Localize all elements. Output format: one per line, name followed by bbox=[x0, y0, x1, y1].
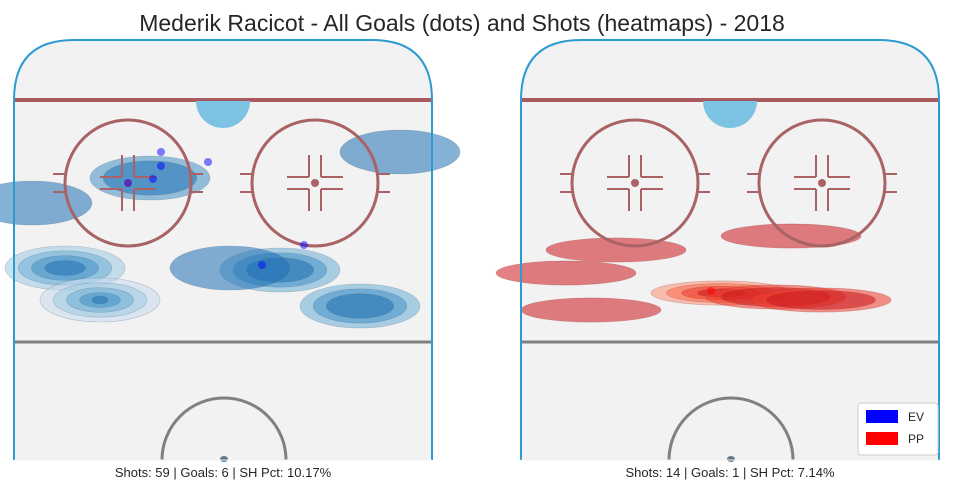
heatmap-contour bbox=[766, 290, 876, 310]
legend-label-ev: EV bbox=[908, 410, 924, 424]
goal-dot bbox=[124, 179, 132, 187]
caption-pp: Shots: 14 | Goals: 1 | SH Pct: 7.14% bbox=[625, 465, 835, 480]
goal-dot bbox=[157, 162, 165, 170]
center-dot bbox=[220, 456, 228, 462]
heatmap-contour bbox=[326, 293, 394, 319]
heatmap-contour bbox=[0, 180, 93, 226]
goal-dot bbox=[300, 241, 308, 249]
rink-boards bbox=[13, 39, 433, 460]
legend: EV PP bbox=[857, 402, 939, 456]
heatmap-contour bbox=[520, 297, 662, 323]
goal-dot bbox=[204, 158, 212, 166]
chart-title: Mederik Racicot - All Goals (dots) and S… bbox=[139, 10, 785, 36]
ice-surface bbox=[521, 40, 939, 460]
heatmap-contour bbox=[91, 295, 109, 305]
rink-pp bbox=[495, 39, 940, 462]
faceoff-circle-left bbox=[53, 118, 203, 248]
goal-dot bbox=[258, 261, 266, 269]
faceoff-circle-left-ring bbox=[570, 118, 700, 248]
heatmap bbox=[0, 129, 461, 329]
heatmap-contour bbox=[495, 260, 637, 286]
faceoff-circle-left bbox=[560, 118, 710, 248]
goal-dot bbox=[149, 175, 157, 183]
center-circle bbox=[667, 396, 795, 461]
faceoff-circle-right-dot bbox=[818, 179, 826, 187]
legend-swatch-pp bbox=[866, 432, 898, 445]
faceoff-circle-left-ring bbox=[63, 118, 193, 248]
goal-crease bbox=[196, 101, 250, 128]
center-circle bbox=[160, 396, 288, 461]
faceoff-circle-right-ring bbox=[757, 118, 887, 248]
heatmap-contour bbox=[720, 223, 862, 249]
legend-swatch-ev bbox=[866, 410, 898, 423]
faceoff-circle-right-ring bbox=[250, 118, 380, 248]
faceoff-circle-right bbox=[747, 118, 897, 248]
rink-ev bbox=[0, 39, 461, 462]
faceoff-circle-right bbox=[240, 118, 390, 248]
goal-dot bbox=[707, 287, 715, 295]
center-dot bbox=[727, 456, 735, 462]
caption-ev: Shots: 59 | Goals: 6 | SH Pct: 10.17% bbox=[115, 465, 332, 480]
heatmap-contour bbox=[44, 260, 86, 276]
heatmap-contour bbox=[339, 129, 461, 175]
rink-boards bbox=[520, 39, 940, 460]
goal-crease bbox=[703, 101, 757, 128]
faceoff-circle-left-dot bbox=[631, 179, 639, 187]
heatmap-contour bbox=[169, 245, 291, 291]
faceoff-circle-right-dot bbox=[311, 179, 319, 187]
legend-label-pp: PP bbox=[908, 432, 924, 446]
heatmap bbox=[495, 223, 892, 323]
goal-dot bbox=[157, 148, 165, 156]
